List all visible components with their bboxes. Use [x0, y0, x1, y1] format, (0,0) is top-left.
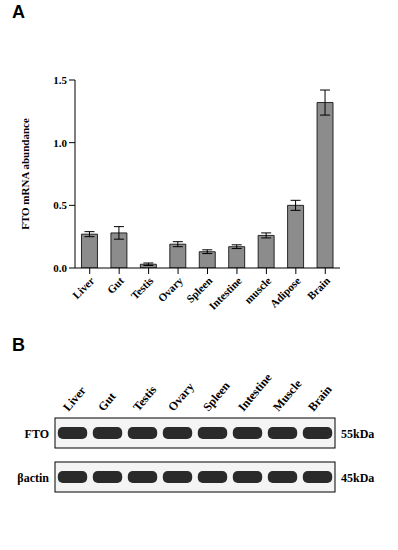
svg-text:Intestine: Intestine: [235, 370, 275, 414]
svg-text:0.5: 0.5: [53, 199, 67, 211]
svg-text:Brain: Brain: [305, 274, 333, 302]
svg-text:FTO: FTO: [25, 427, 49, 441]
svg-text:0.0: 0.0: [53, 262, 67, 274]
html-text:B: B: [12, 335, 25, 355]
svg-text:45kDa: 45kDa: [341, 471, 374, 485]
svg-text:Liver: Liver: [70, 274, 97, 301]
svg-text:Testis: Testis: [128, 274, 156, 302]
svg-text:Intestine: Intestine: [206, 274, 244, 312]
svg-text:Adipose: Adipose: [267, 274, 302, 309]
svg-text:Spleen: Spleen: [200, 379, 233, 414]
svg-text:FTO mRNA abundance: FTO mRNA abundance: [19, 118, 31, 230]
svg-text:55kDa: 55kDa: [341, 427, 374, 441]
svg-text:Spleen: Spleen: [183, 274, 215, 305]
svg-text:βactin: βactin: [17, 471, 49, 485]
svg-text:Gut: Gut: [105, 274, 127, 296]
svg-text:Brain: Brain: [305, 382, 335, 414]
svg-text:Muscle: Muscle: [270, 376, 305, 414]
svg-text:Gut: Gut: [95, 390, 119, 414]
svg-text:muscle: muscle: [241, 274, 274, 306]
svg-text:1.0: 1.0: [53, 137, 67, 149]
svg-text:Liver: Liver: [60, 383, 89, 414]
svg-text:Testis: Testis: [130, 383, 160, 414]
svg-text:1.5: 1.5: [53, 74, 67, 86]
svg-text:Ovary: Ovary: [165, 380, 197, 414]
html-text:A: A: [12, 2, 25, 22]
svg-text:Ovary: Ovary: [155, 274, 185, 304]
